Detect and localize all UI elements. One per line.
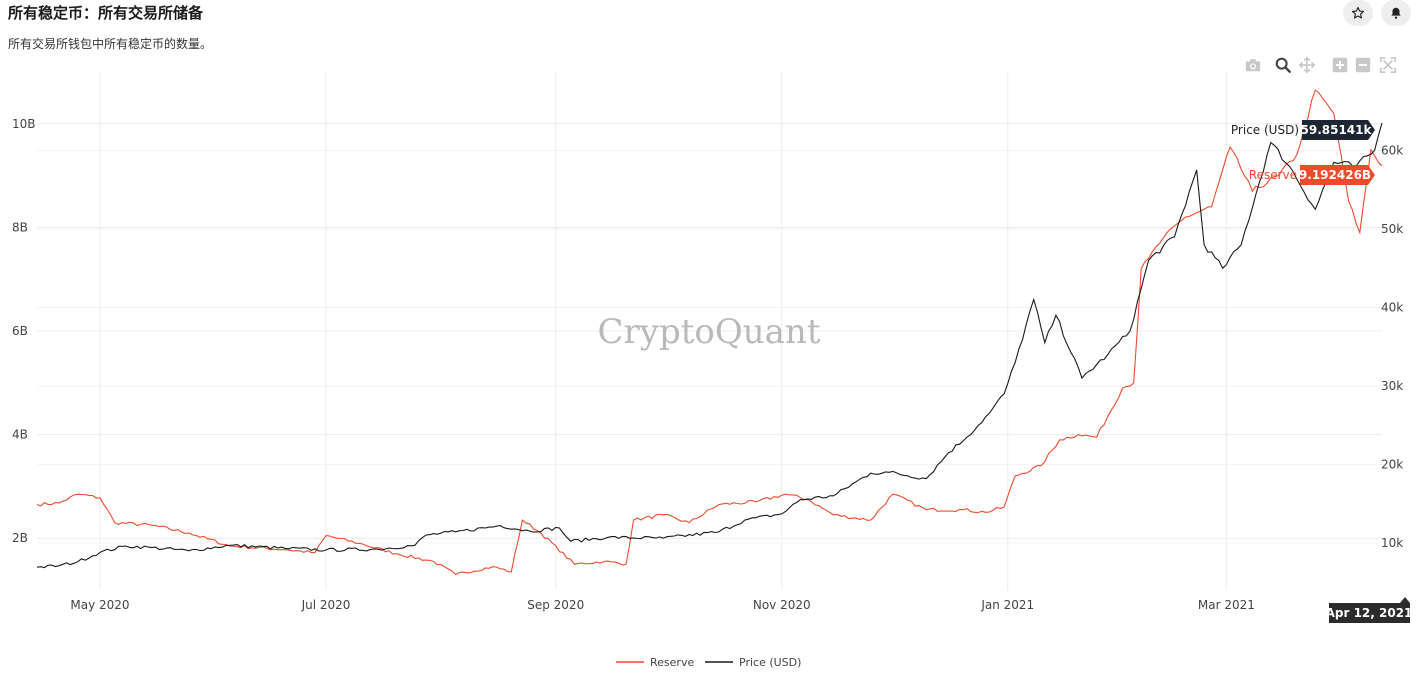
x-tick: Nov 2020: [753, 598, 811, 612]
y-tick-right: 40k: [1381, 300, 1403, 314]
page-title: 所有稳定币：所有交易所储备: [8, 4, 204, 22]
hover-date-box: [1329, 597, 1410, 623]
page-subtitle: 所有交易所钱包中所有稳定币的数量。: [8, 37, 213, 51]
x-tick: Sep 2020: [527, 598, 584, 612]
y-tick-left: 4B: [12, 428, 28, 442]
y-tick-right: 50k: [1381, 222, 1403, 236]
legend-label: Reserve: [650, 656, 694, 669]
series-lines: [36, 89, 1383, 576]
y-tick-right: 20k: [1381, 457, 1403, 471]
autoscale-icon: [1379, 56, 1397, 74]
chart-modebar: [1242, 56, 1402, 76]
x-tick: Mar 2021: [1198, 598, 1255, 612]
zoom-in-button[interactable]: [1331, 56, 1351, 76]
zoom-out-button[interactable]: [1354, 56, 1374, 76]
y-tick-right: 10k: [1381, 536, 1403, 550]
y-tick-right: 30k: [1381, 379, 1403, 393]
gridlines: [37, 72, 1382, 590]
x-axis: May 2020 Jul 2020 Sep 2020 Nov 2020 Jan 2021…: [70, 598, 1254, 612]
hover-reserve-value: 9.192426B: [1299, 168, 1371, 182]
y-tick-right: 60k: [1381, 143, 1403, 157]
pan-button[interactable]: [1298, 56, 1318, 76]
legend-price[interactable]: Price (USD): [705, 656, 801, 669]
y-tick-left: 2B: [12, 531, 28, 545]
zoom-button[interactable]: [1274, 56, 1294, 76]
y-tick-left: 8B: [12, 220, 28, 234]
price-line: [36, 122, 1383, 569]
hover-reserve-box: [1300, 165, 1375, 185]
hover-price-value: 59.85141k: [1301, 123, 1373, 137]
x-tick: Jan 2021: [980, 598, 1034, 612]
notification-button[interactable]: [1381, 0, 1411, 26]
star-icon: [1351, 6, 1365, 19]
pan-icon: [1298, 56, 1316, 74]
autoscale-button[interactable]: [1379, 56, 1399, 76]
zoom-in-icon: [1332, 57, 1348, 73]
y-tick-left: 6B: [12, 324, 28, 338]
download-plot-button[interactable]: [1244, 56, 1264, 76]
legend[interactable]: Reserve Price (USD): [616, 656, 801, 669]
x-tick: Jul 2020: [301, 598, 351, 612]
hover-price-box: [1302, 120, 1375, 140]
hover-labels: Price (USD) 59.85141k Reserve 9.192426B Apr …: [1231, 120, 1413, 623]
zoom-out-icon: [1355, 57, 1371, 73]
legend-label: Price (USD): [739, 656, 801, 669]
y-tick-left: 10B: [12, 117, 36, 131]
zoom-icon: [1275, 57, 1291, 73]
camera-icon: [1245, 59, 1261, 72]
reserve-line: [36, 89, 1383, 576]
bell-icon: [1391, 7, 1401, 19]
x-tick: May 2020: [70, 598, 129, 612]
hover-date-label: Apr 12, 2021: [1326, 606, 1413, 620]
legend-reserve[interactable]: Reserve: [616, 656, 694, 669]
favorite-button[interactable]: [1343, 0, 1373, 26]
watermark: CryptoQuant: [598, 312, 821, 352]
hover-reserve-name: Reserve: [1249, 168, 1297, 182]
y-axis-left: 2B 4B 6B 8B 10B: [12, 117, 36, 545]
y-axis-right: 10k 20k 30k 40k 50k 60k: [1381, 143, 1403, 549]
hover-price-name: Price (USD): [1231, 123, 1299, 137]
